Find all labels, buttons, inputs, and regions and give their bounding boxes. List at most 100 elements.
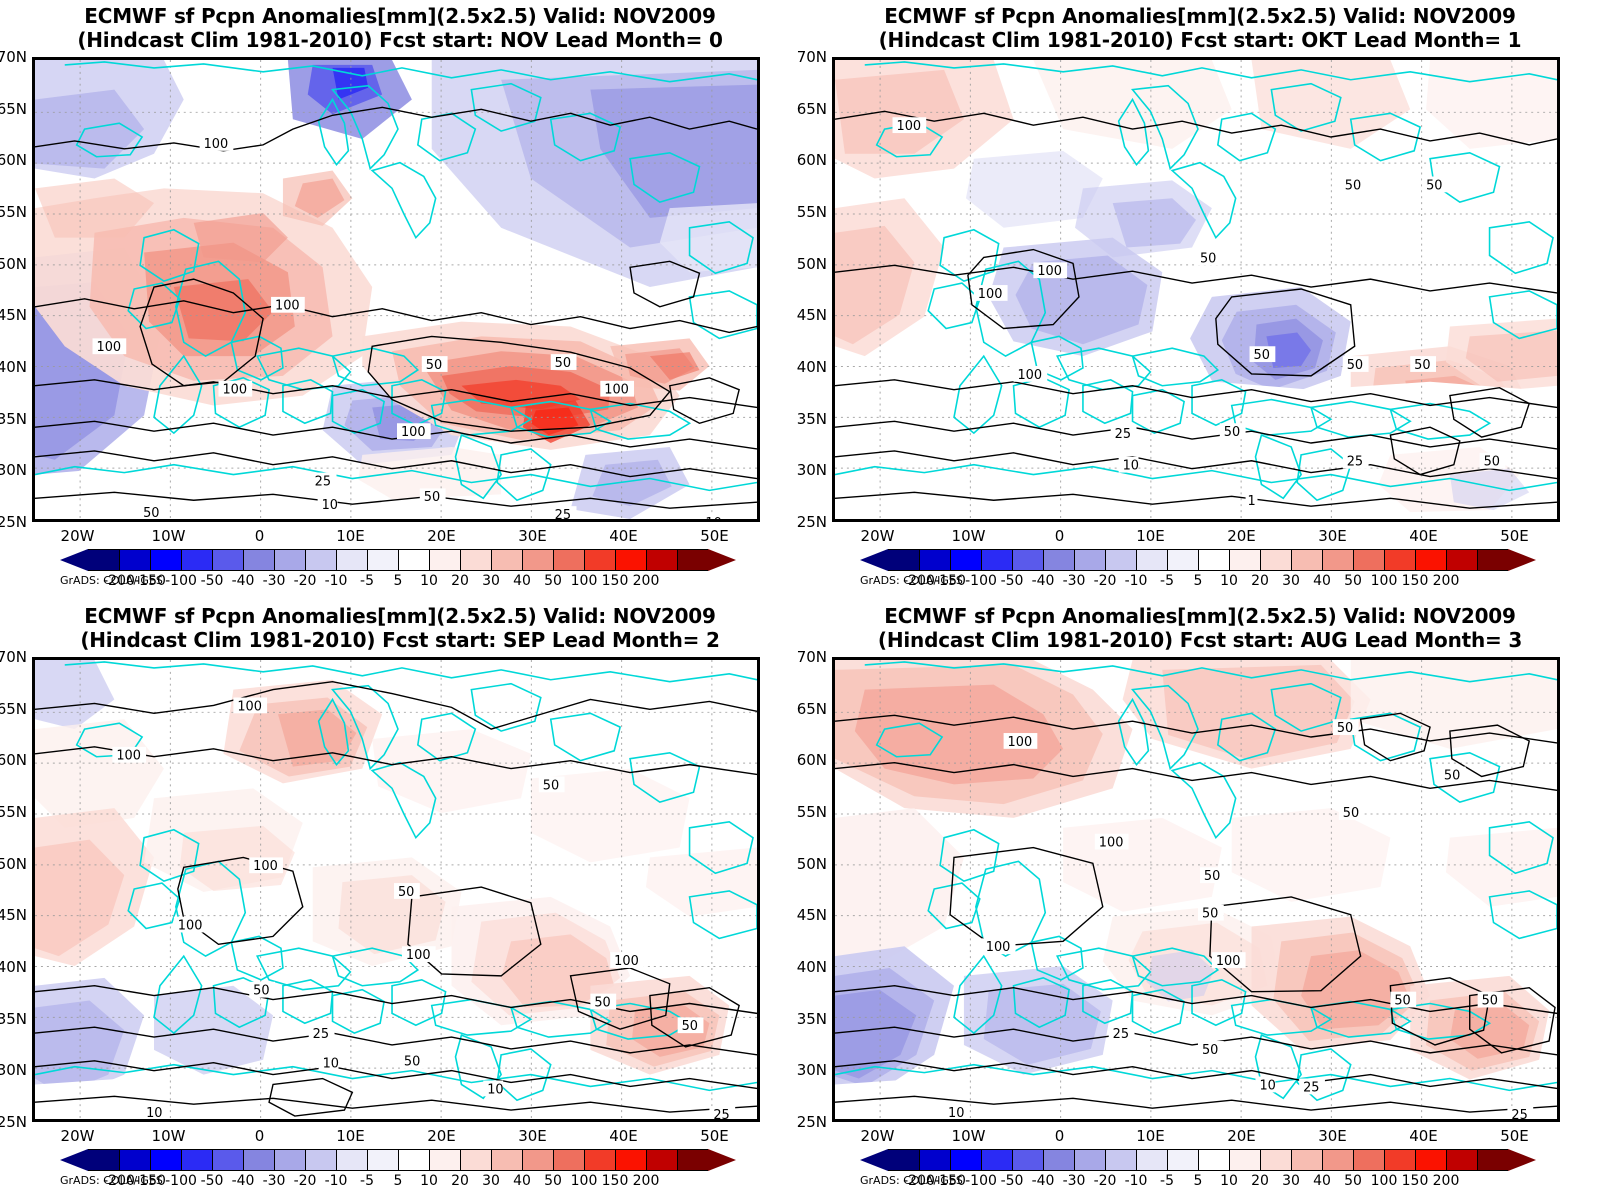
contour-labels: 100 100 100 100 50 50 50 50 50 50 50 50 bbox=[892, 117, 1506, 509]
svg-text:100: 100 bbox=[614, 954, 639, 969]
x-tick-20W: 20W bbox=[860, 1127, 895, 1145]
colorbar-swatch bbox=[1229, 549, 1260, 571]
svg-text:50: 50 bbox=[1414, 358, 1430, 373]
svg-text:25: 25 bbox=[315, 474, 331, 489]
y-tick-40N: 40N bbox=[796, 357, 827, 376]
colorbar-tick-label: -40 bbox=[231, 1173, 255, 1189]
panel-title-line2: (Hindcast Clim 1981-2010) Fcst start: SE… bbox=[80, 628, 720, 653]
svg-text:100: 100 bbox=[896, 119, 921, 134]
colorbar-swatch bbox=[677, 1149, 708, 1171]
svg-text:10: 10 bbox=[323, 1057, 339, 1072]
y-tick-70N: 70N bbox=[0, 648, 27, 666]
panel-title: ECMWF sf Pcpn Anomalies[mm](2.5x2.5) Val… bbox=[800, 604, 1600, 653]
map-canvas: 100 100 100 100 100 100 50 50 50 50 25 2… bbox=[35, 60, 757, 519]
y-tick-30N: 30N bbox=[0, 1061, 27, 1080]
y-tick-40N: 40N bbox=[0, 357, 27, 376]
map-axis-labels: 70N 65N 60N 55N 50N 45N 40N 35N 30N 25N … bbox=[0, 48, 760, 545]
colorbar: GrADS: COLA/IGES -200 -150 -100 -50 -40 -30 -2… bbox=[60, 1149, 740, 1195]
colorbar-extend-high bbox=[1508, 549, 1536, 571]
colorbar-tick-label: 20 bbox=[1251, 573, 1269, 589]
svg-text:50: 50 bbox=[1394, 994, 1410, 1009]
svg-text:25: 25 bbox=[1511, 1108, 1527, 1119]
svg-text:25: 25 bbox=[1113, 1027, 1129, 1042]
map-plot-area: 100 100 100 100 100 100 50 50 50 50 50 5… bbox=[32, 657, 760, 1122]
x-tick-10W: 10W bbox=[151, 1127, 186, 1145]
panel-title: ECMWF sf Pcpn Anomalies[mm](2.5x2.5) Val… bbox=[0, 4, 800, 53]
y-tick-35N: 35N bbox=[0, 1009, 27, 1028]
colorbar-swatch bbox=[1198, 549, 1229, 571]
map-canvas: 100 100 100 100 100 100 50 50 50 50 50 5… bbox=[35, 660, 757, 1119]
colorbar-swatch bbox=[950, 549, 981, 571]
colorbar-swatch bbox=[677, 549, 708, 571]
panel-title: ECMWF sf Pcpn Anomalies[mm](2.5x2.5) Val… bbox=[0, 604, 800, 653]
colorbar-swatch bbox=[1043, 1149, 1074, 1171]
colorbar-swatch bbox=[1136, 1149, 1167, 1171]
svg-text:10: 10 bbox=[948, 1106, 964, 1119]
colorbar-tick-label: -100 bbox=[165, 1173, 197, 1189]
svg-text:25: 25 bbox=[313, 1027, 329, 1042]
svg-text:50: 50 bbox=[1202, 907, 1218, 922]
x-tick-50E: 50E bbox=[700, 527, 729, 545]
x-tick-20E: 20E bbox=[1227, 527, 1256, 545]
x-tick-0: 0 bbox=[254, 527, 265, 545]
x-tick-10E: 10E bbox=[336, 527, 365, 545]
colorbar-swatch bbox=[150, 549, 181, 571]
colorbar-swatch bbox=[398, 549, 429, 571]
colorbar-swatch bbox=[1477, 1149, 1508, 1171]
contour-lines bbox=[35, 106, 757, 509]
colorbar-tick-label: -10 bbox=[324, 573, 348, 589]
svg-text:100: 100 bbox=[275, 299, 300, 314]
y-tick-60N: 60N bbox=[796, 751, 827, 770]
svg-text:50: 50 bbox=[253, 984, 269, 999]
svg-text:50: 50 bbox=[555, 356, 571, 371]
x-tick-10W: 10W bbox=[151, 527, 186, 545]
y-tick-50N: 50N bbox=[796, 854, 827, 873]
colorbar-swatch bbox=[553, 549, 584, 571]
colorbar: GrADS: COLA/IGES -200 -150 -100 -50 -40 -30 -2… bbox=[860, 1149, 1540, 1195]
y-tick-60N: 60N bbox=[796, 151, 827, 170]
y-tick-35N: 35N bbox=[0, 409, 27, 428]
svg-text:50: 50 bbox=[1337, 721, 1353, 736]
colorbar-swatch bbox=[919, 1149, 950, 1171]
colorbar-swatch bbox=[584, 1149, 615, 1171]
svg-text:50: 50 bbox=[404, 1055, 420, 1070]
colorbar-swatch bbox=[1105, 549, 1136, 571]
colorbar-tick-label: -40 bbox=[1031, 573, 1055, 589]
svg-text:25: 25 bbox=[555, 508, 571, 519]
colorbar-swatch bbox=[1353, 1149, 1384, 1171]
x-tick-0: 0 bbox=[254, 1127, 265, 1145]
x-tick-30E: 30E bbox=[518, 1127, 547, 1145]
svg-text:50: 50 bbox=[1343, 806, 1359, 821]
svg-text:100: 100 bbox=[1099, 836, 1124, 851]
svg-text:1: 1 bbox=[1248, 494, 1256, 509]
y-tick-45N: 45N bbox=[0, 906, 27, 925]
contour-labels: 100 100 100 100 100 100 50 50 50 50 50 5… bbox=[112, 697, 736, 1119]
y-tick-35N: 35N bbox=[796, 409, 827, 428]
x-tick-20E: 20E bbox=[427, 527, 456, 545]
colorbar-swatch bbox=[522, 1149, 553, 1171]
svg-text:10: 10 bbox=[146, 1106, 162, 1119]
svg-text:25: 25 bbox=[1115, 427, 1131, 442]
y-tick-60N: 60N bbox=[0, 751, 27, 770]
svg-text:10: 10 bbox=[487, 1082, 503, 1097]
svg-text:100: 100 bbox=[116, 749, 141, 764]
x-tick-30E: 30E bbox=[1318, 527, 1347, 545]
y-tick-65N: 65N bbox=[0, 699, 27, 718]
svg-text:100: 100 bbox=[1017, 368, 1042, 383]
colorbar-swatch bbox=[1322, 1149, 1353, 1171]
colorbar-swatch bbox=[274, 1149, 305, 1171]
svg-text:100: 100 bbox=[401, 425, 426, 440]
svg-text:50: 50 bbox=[426, 358, 442, 373]
colorbar-swatch bbox=[553, 1149, 584, 1171]
svg-text:100: 100 bbox=[178, 919, 203, 934]
colorbar-tick-label: 30 bbox=[1282, 573, 1300, 589]
x-tick-0: 0 bbox=[1054, 1127, 1065, 1145]
colorbar-swatch bbox=[88, 549, 119, 571]
colorbar-swatch bbox=[88, 1149, 119, 1171]
colorbar-tick-label: -100 bbox=[165, 573, 197, 589]
y-tick-40N: 40N bbox=[796, 957, 827, 976]
map-render: 100 100 100 100 50 50 50 50 50 50 50 50 bbox=[835, 60, 1557, 519]
colorbar-tick-label: 50 bbox=[1344, 573, 1362, 589]
colorbar-tick-label: -40 bbox=[231, 573, 255, 589]
panel-title-line1: ECMWF sf Pcpn Anomalies[mm](2.5x2.5) Val… bbox=[84, 4, 716, 28]
